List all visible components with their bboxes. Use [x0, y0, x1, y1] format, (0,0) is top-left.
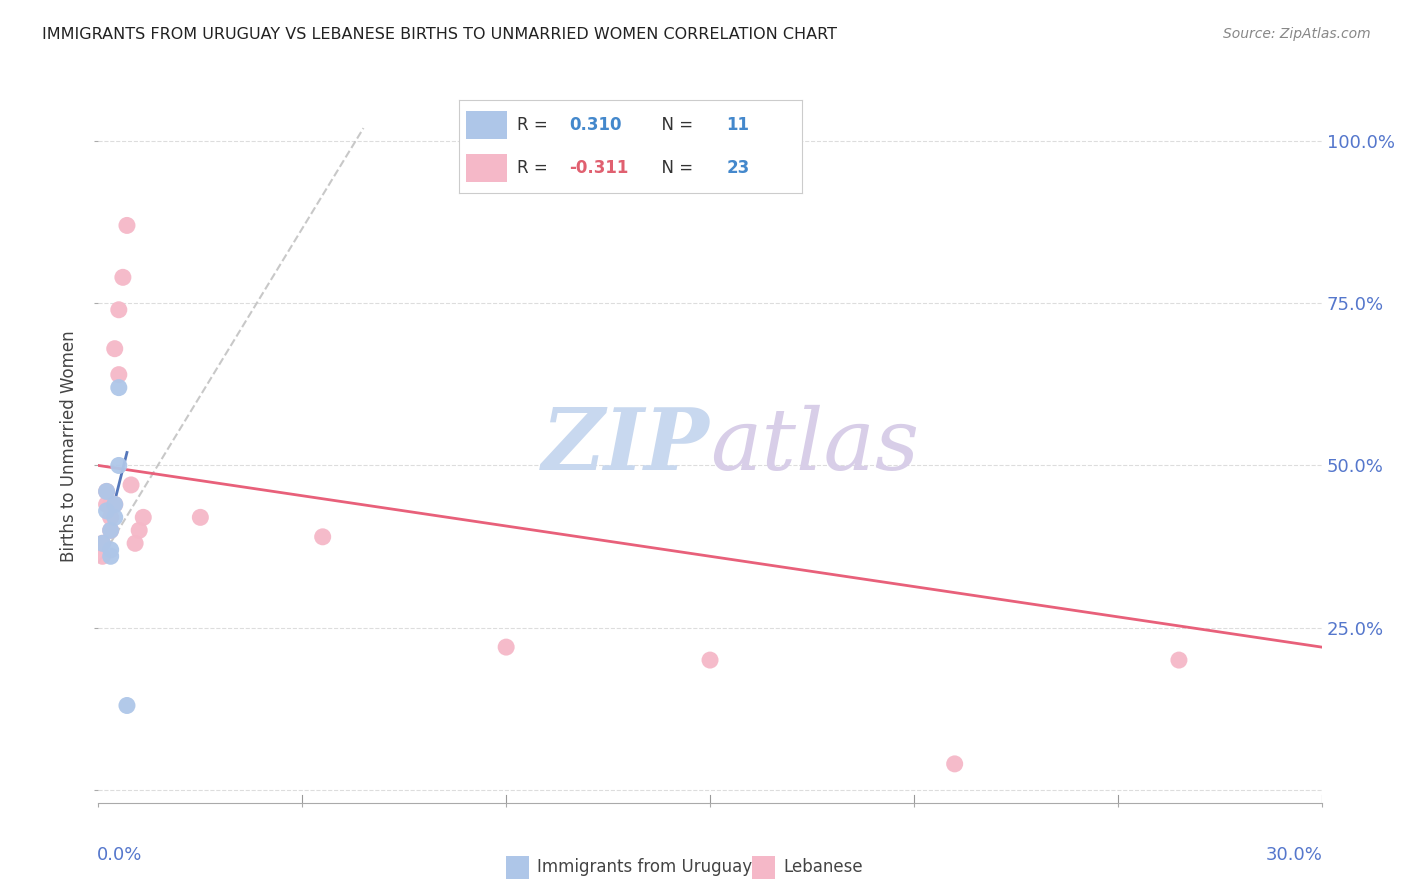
Point [104, 497, 127, 511]
Point [111, 270, 134, 285]
Point [96, 484, 118, 499]
Point [128, 524, 150, 538]
Point [96, 504, 118, 518]
Text: atlas: atlas [710, 405, 920, 487]
Text: ZIP: ZIP [543, 404, 710, 488]
Point [495, 640, 517, 654]
Point [96, 484, 118, 499]
Point [115, 698, 138, 713]
Text: 30.0%: 30.0% [1265, 846, 1323, 863]
Point [96, 497, 118, 511]
Text: R =: R = [517, 116, 554, 134]
Point [699, 653, 721, 667]
Point [91, 536, 114, 550]
Point [100, 524, 122, 538]
Point [91, 549, 114, 564]
Text: R =: R = [517, 159, 554, 177]
Point [100, 524, 122, 538]
Text: 11: 11 [727, 116, 749, 134]
Text: Immigrants from Uruguay: Immigrants from Uruguay [537, 858, 752, 876]
Point [100, 542, 122, 557]
Point [100, 510, 122, 524]
Point [104, 342, 127, 356]
FancyBboxPatch shape [467, 111, 508, 139]
Point [120, 478, 142, 492]
Point [943, 756, 966, 771]
Text: 23: 23 [727, 159, 749, 177]
Text: 0.310: 0.310 [569, 116, 621, 134]
Point [188, 510, 212, 524]
Text: Source: ZipAtlas.com: Source: ZipAtlas.com [1223, 27, 1371, 41]
Point [100, 549, 122, 564]
Text: Lebanese: Lebanese [783, 858, 863, 876]
Text: N =: N = [651, 116, 699, 134]
Text: N =: N = [651, 159, 699, 177]
Point [1167, 653, 1189, 667]
Point [104, 510, 127, 524]
Point [91, 536, 114, 550]
Point [104, 497, 127, 511]
Point [312, 530, 335, 544]
Point [132, 510, 155, 524]
Point [108, 458, 131, 473]
Point [108, 302, 131, 317]
Point [115, 219, 138, 233]
Text: 0.0%: 0.0% [97, 846, 142, 863]
Point [108, 368, 131, 382]
Text: -0.311: -0.311 [569, 159, 628, 177]
Text: IMMIGRANTS FROM URUGUAY VS LEBANESE BIRTHS TO UNMARRIED WOMEN CORRELATION CHART: IMMIGRANTS FROM URUGUAY VS LEBANESE BIRT… [42, 27, 837, 42]
Y-axis label: Births to Unmarried Women: Births to Unmarried Women [60, 330, 79, 562]
FancyBboxPatch shape [467, 153, 508, 182]
Point [108, 381, 131, 395]
Point [124, 536, 146, 550]
Point [100, 497, 122, 511]
